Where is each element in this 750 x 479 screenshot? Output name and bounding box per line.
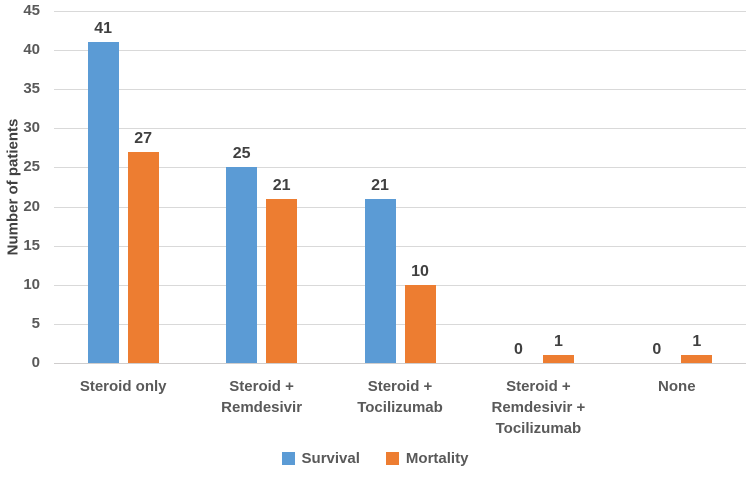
bar-mortality-steroid-tocilizumab <box>404 284 436 363</box>
bar-survival-steroid-remdesivir <box>226 167 258 363</box>
gridline <box>54 245 746 247</box>
y-tick-label: 5 <box>31 314 40 332</box>
data-label-mortality-steroid-remdesivir-tocilizumab: 1 <box>553 333 563 351</box>
category-label-steroid-remdesivir-tocilizumab: Steroid + Remdesivir + Tocilizumab <box>491 378 586 437</box>
y-tick-label: 10 <box>23 275 40 293</box>
gridline <box>54 11 746 12</box>
y-tick-label: 0 <box>31 354 40 371</box>
y-tick-label: 35 <box>23 80 40 98</box>
data-label-survival-steroid-remdesivir-tocilizumab: 0 <box>513 341 523 358</box>
legend-label-survival: Survival <box>301 450 360 467</box>
data-label-survival-steroid-only: 41 <box>94 20 113 38</box>
y-tick-label: 25 <box>23 158 40 176</box>
x-axis-line <box>54 363 746 364</box>
data-label-mortality-steroid-only: 27 <box>134 129 153 147</box>
y-tick-label: 40 <box>23 41 40 59</box>
y-tick-label: 15 <box>23 236 40 254</box>
legend-item-mortality: Mortality <box>385 450 469 467</box>
gridline <box>54 206 746 208</box>
category-label-steroid-only: Steroid only <box>79 378 167 395</box>
y-tick-label: 45 <box>23 2 40 19</box>
data-label-survival-none: 0 <box>652 341 662 358</box>
category-label-none: None <box>658 378 696 395</box>
bar-mortality-none <box>681 355 713 363</box>
gridline <box>54 323 746 325</box>
gridline <box>54 284 746 286</box>
category-label-steroid-remdesivir: Steroid + Remdesivir <box>221 378 303 416</box>
data-label-mortality-steroid-tocilizumab: 10 <box>411 262 429 280</box>
bar-survival-steroid-only <box>87 42 119 363</box>
y-axis-title: Number of patients <box>4 118 22 256</box>
legend-item-survival: Survival <box>281 450 360 467</box>
bar-survival-steroid-tocilizumab <box>364 198 396 363</box>
legend-label-mortality: Mortality <box>405 450 469 467</box>
data-label-survival-steroid-remdesivir: 25 <box>232 145 251 163</box>
gridline <box>54 50 746 52</box>
data-label-survival-steroid-tocilizumab: 21 <box>371 176 389 194</box>
legend: Survival Mortality <box>0 450 750 467</box>
category-label-steroid-tocilizumab: Steroid + Tocilizumab <box>357 378 443 416</box>
legend-swatch-survival <box>281 452 295 465</box>
y-tick-label: 20 <box>23 197 40 215</box>
bar-mortality-steroid-remdesivir <box>266 198 298 363</box>
y-tick-label: 30 <box>23 119 40 137</box>
data-label-mortality-none: 1 <box>692 333 702 351</box>
gridline <box>54 128 746 130</box>
bar-mortality-steroid-only <box>127 151 159 363</box>
gridline <box>54 89 746 91</box>
data-label-mortality-steroid-remdesivir: 21 <box>272 176 291 194</box>
gridline <box>54 167 746 169</box>
bar-mortality-steroid-remdesivir-tocilizumab <box>542 355 574 363</box>
legend-swatch-mortality <box>385 452 399 465</box>
